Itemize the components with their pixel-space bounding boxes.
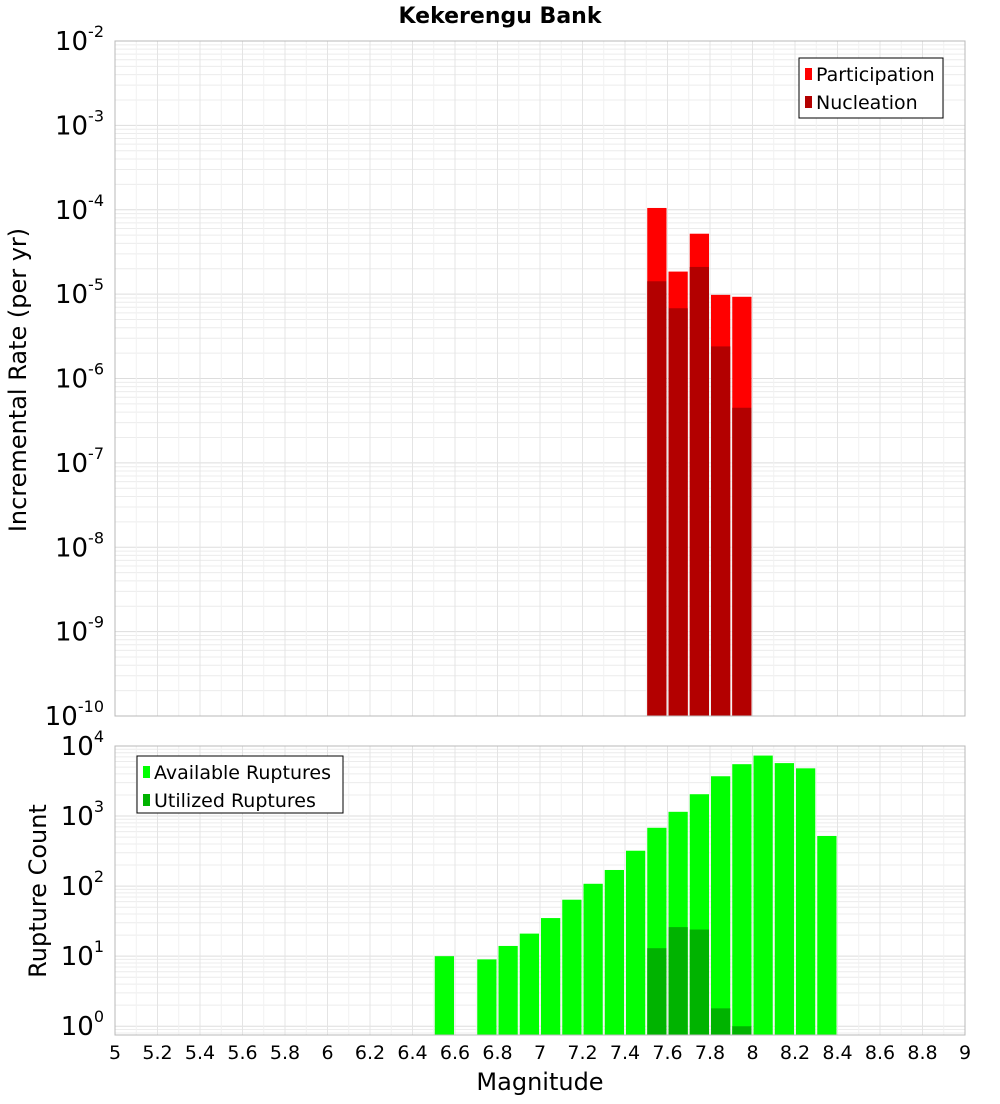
rate-gridlines (114, 40, 966, 717)
magnitude-x-tick-label: 6.4 (397, 1042, 427, 1064)
rate-y-tick-label: 10-8 (55, 528, 104, 563)
nucleation-bar (668, 308, 688, 716)
rate-y-tick-label: 10-2 (55, 22, 104, 57)
magnitude-x-tick-label: 6.8 (482, 1042, 512, 1064)
utilized-ruptures-bar (732, 1026, 752, 1035)
nucleation-legend-swatch (805, 96, 812, 108)
available-ruptures-bar (562, 899, 582, 1035)
magnitude-x-tick-label: 9 (959, 1042, 971, 1064)
available-ruptures-bar (434, 956, 454, 1035)
magnitude-x-tick-label: 8.2 (780, 1042, 810, 1064)
magnitude-x-tick-label: 7.2 (567, 1042, 597, 1064)
magnitude-x-tick-label: 8.4 (822, 1042, 852, 1064)
available-ruptures-bar (817, 835, 837, 1035)
rate-y-tick-label: 10-5 (55, 275, 104, 310)
rate-y-tick-label: 10-4 (55, 191, 104, 226)
available-ruptures-bar (541, 918, 561, 1035)
utilized-ruptures-legend-swatch (143, 794, 150, 806)
utilized-ruptures-bar (689, 929, 709, 1035)
available-ruptures-bar (477, 959, 497, 1035)
nucleation-bar (732, 407, 752, 716)
count-bars (434, 755, 837, 1035)
rate-bars (647, 207, 752, 716)
count-y-tick-label: 102 (61, 867, 104, 902)
available-ruptures-bar (626, 850, 646, 1035)
magnitude-x-tick-label: 5.6 (227, 1042, 257, 1064)
magnitude-x-tick-label: 7 (534, 1042, 546, 1064)
available-ruptures-bar (519, 933, 539, 1035)
magnitude-x-tick-labels: 5 5.2 5.4 5.6 5.8 6 6.2 6.4 6.6 6.8 7 7.2 7.4 7.6 7.8 8… (109, 1042, 971, 1064)
magnitude-x-tick-label: 7.6 (652, 1042, 682, 1064)
count-y-tick-label: 104 (61, 727, 104, 762)
rate-panel: 10-10 10-9 10-8 10-7 10-6 10-5 10-4 10-3 10-2 In… (4, 22, 966, 732)
rate-plot-frame (114, 40, 966, 717)
count-y-tick-label: 100 (61, 1007, 104, 1042)
count-y-tick-label: 103 (61, 797, 104, 832)
count-panel: 100 101 102 103 104 5 5.2 5.4 5.6 5.8 6 6.2 6.4 6.6 6… (24, 727, 971, 1096)
available-ruptures-bar (732, 764, 752, 1035)
magnitude-x-tick-label: 7.4 (610, 1042, 640, 1064)
rate-y-axis-label: Incremental Rate (per yr) (4, 228, 32, 532)
count-y-tick-label: 101 (61, 937, 104, 972)
magnitude-x-tick-label: 7.8 (695, 1042, 725, 1064)
available-ruptures-bar (774, 763, 794, 1035)
nucleation-bar (689, 266, 709, 716)
magnitude-x-tick-label: 6 (321, 1042, 333, 1064)
rate-y-tick-labels: 10-10 10-9 10-8 10-7 10-6 10-5 10-4 10-3 10-2 (45, 22, 104, 732)
utilized-ruptures-bar (668, 927, 688, 1035)
rate-y-tick-label: 10-3 (55, 106, 104, 141)
utilized-ruptures-bar (711, 1008, 731, 1035)
count-y-tick-labels: 100 101 102 103 104 (61, 727, 104, 1042)
rate-y-tick-label: 10-10 (45, 697, 104, 732)
legend-box (798, 57, 944, 119)
available-ruptures-bar (583, 883, 603, 1035)
magnitude-x-tick-label: 5 (109, 1042, 121, 1064)
available-ruptures-bar (604, 869, 624, 1035)
available-ruptures-bar (753, 755, 773, 1035)
magnitude-x-tick-label: 5.4 (185, 1042, 215, 1064)
available-ruptures-bar (498, 945, 518, 1035)
chart-title: Kekerengu Bank (399, 4, 603, 29)
participation-legend-label: Participation (816, 64, 935, 86)
available-ruptures-legend-swatch (143, 766, 150, 778)
available-ruptures-legend-label: Available Ruptures (154, 762, 331, 784)
nucleation-legend-label: Nucleation (816, 92, 918, 114)
nucleation-bar (647, 281, 667, 716)
magnitude-x-tick-label: 5.2 (142, 1042, 172, 1064)
magnitude-x-tick-label: 6.2 (355, 1042, 385, 1064)
magnitude-x-tick-label: 8 (746, 1042, 758, 1064)
available-ruptures-bar (711, 776, 731, 1035)
magnitude-x-tick-label: 5.8 (270, 1042, 300, 1064)
count-legend: Available Ruptures Utilized Ruptures (136, 755, 344, 814)
magnitude-x-tick-label: 8.6 (865, 1042, 895, 1064)
participation-legend-swatch (805, 68, 812, 80)
magnitude-x-tick-label: 6.6 (440, 1042, 470, 1064)
legend-box (136, 755, 344, 814)
rate-y-tick-label: 10-7 (55, 444, 104, 479)
rate-y-tick-label: 10-9 (55, 613, 104, 648)
rate-y-tick-label: 10-6 (55, 360, 104, 395)
utilized-ruptures-legend-label: Utilized Ruptures (154, 790, 316, 812)
available-ruptures-bar (796, 768, 816, 1035)
count-y-axis-label: Rupture Count (24, 804, 52, 978)
magnitude-x-tick-label: 8.8 (907, 1042, 937, 1064)
utilized-ruptures-bar (647, 948, 667, 1035)
count-plot-frame (114, 745, 966, 1036)
nucleation-bar (711, 346, 731, 716)
magnitude-x-axis-label: Magnitude (476, 1068, 603, 1096)
rate-legend: Participation Nucleation (798, 57, 944, 119)
